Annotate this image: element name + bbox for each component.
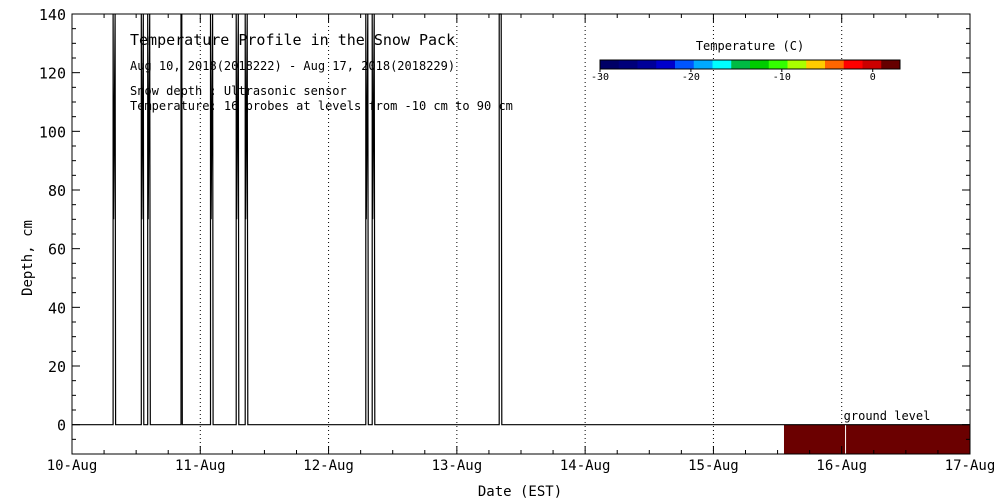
colorbar-swatch xyxy=(731,60,751,69)
y-tick-label: 20 xyxy=(48,358,66,376)
x-tick-label: 16-Aug xyxy=(816,458,867,474)
x-tick-label: 12-Aug xyxy=(303,458,354,474)
colorbar-swatch xyxy=(637,60,657,69)
x-tick-label: 15-Aug xyxy=(688,458,739,474)
snow-depth-note: Snow depth : Ultrasonic sensor xyxy=(130,84,347,98)
colorbar-swatch xyxy=(656,60,676,69)
y-tick-label: 100 xyxy=(39,123,66,141)
colorbar-swatch xyxy=(881,60,901,69)
chart-date-range: Aug 10, 2018(2018222) - Aug 17, 2018(201… xyxy=(130,59,455,73)
colorbar-swatch xyxy=(693,60,713,69)
chart-title: Temperature Profile in the Snow Pack xyxy=(130,31,455,49)
colorbar: -30 -20 -10 0 xyxy=(591,59,901,83)
colorbar-swatch xyxy=(675,60,695,69)
colorbar-swatch xyxy=(787,60,807,69)
plot-area xyxy=(72,13,970,454)
x-axis-label: Date (EST) xyxy=(478,484,562,500)
colorbar-swatch xyxy=(806,60,826,69)
colorbar-title: Temperature (C) xyxy=(696,39,804,53)
snow-depth-line xyxy=(72,13,970,426)
x-tick-label: 17-Aug xyxy=(945,458,996,474)
colorbar-tick-label: 0 xyxy=(870,72,876,83)
colorbar-swatch xyxy=(600,60,620,69)
y-axis-label: Depth, cm xyxy=(20,220,36,296)
y-tick-label: 80 xyxy=(48,182,66,200)
axes: 0 20 40 60 80 100 120 140 10-Aug 11-Aug 12-Aug 13-A… xyxy=(39,6,995,474)
colorbar-swatch xyxy=(843,60,863,69)
colorbar-swatch xyxy=(825,60,845,69)
colorbar-swatch xyxy=(768,60,788,69)
colorbar-tick-label: -20 xyxy=(682,72,700,83)
colorbar-swatch xyxy=(618,60,638,69)
y-tick-label: 120 xyxy=(39,65,66,83)
plot-frame xyxy=(71,13,971,455)
x-tick-label: 13-Aug xyxy=(432,458,483,474)
y-tick-label: 0 xyxy=(57,417,66,435)
colorbar-frame xyxy=(599,59,901,70)
y-tick-label: 40 xyxy=(48,299,66,317)
y-tick-label: 60 xyxy=(48,241,66,259)
x-tick-label: 10-Aug xyxy=(47,458,98,474)
colorbar-tick-label: -30 xyxy=(591,72,609,83)
colorbar-swatch xyxy=(750,60,770,69)
colorbar-swatch xyxy=(862,60,882,69)
colorbar-swatch xyxy=(712,60,732,69)
temperature-note: Temperature: 16 probes at levels from -1… xyxy=(130,99,513,113)
y-tick-label: 140 xyxy=(39,6,66,24)
ground-temperature-block xyxy=(783,424,970,454)
colorbar-tick-label: -10 xyxy=(773,72,791,83)
x-tick-label: 14-Aug xyxy=(560,458,611,474)
ground-level-label: ground level xyxy=(844,409,931,423)
x-tick-label: 11-Aug xyxy=(175,458,226,474)
